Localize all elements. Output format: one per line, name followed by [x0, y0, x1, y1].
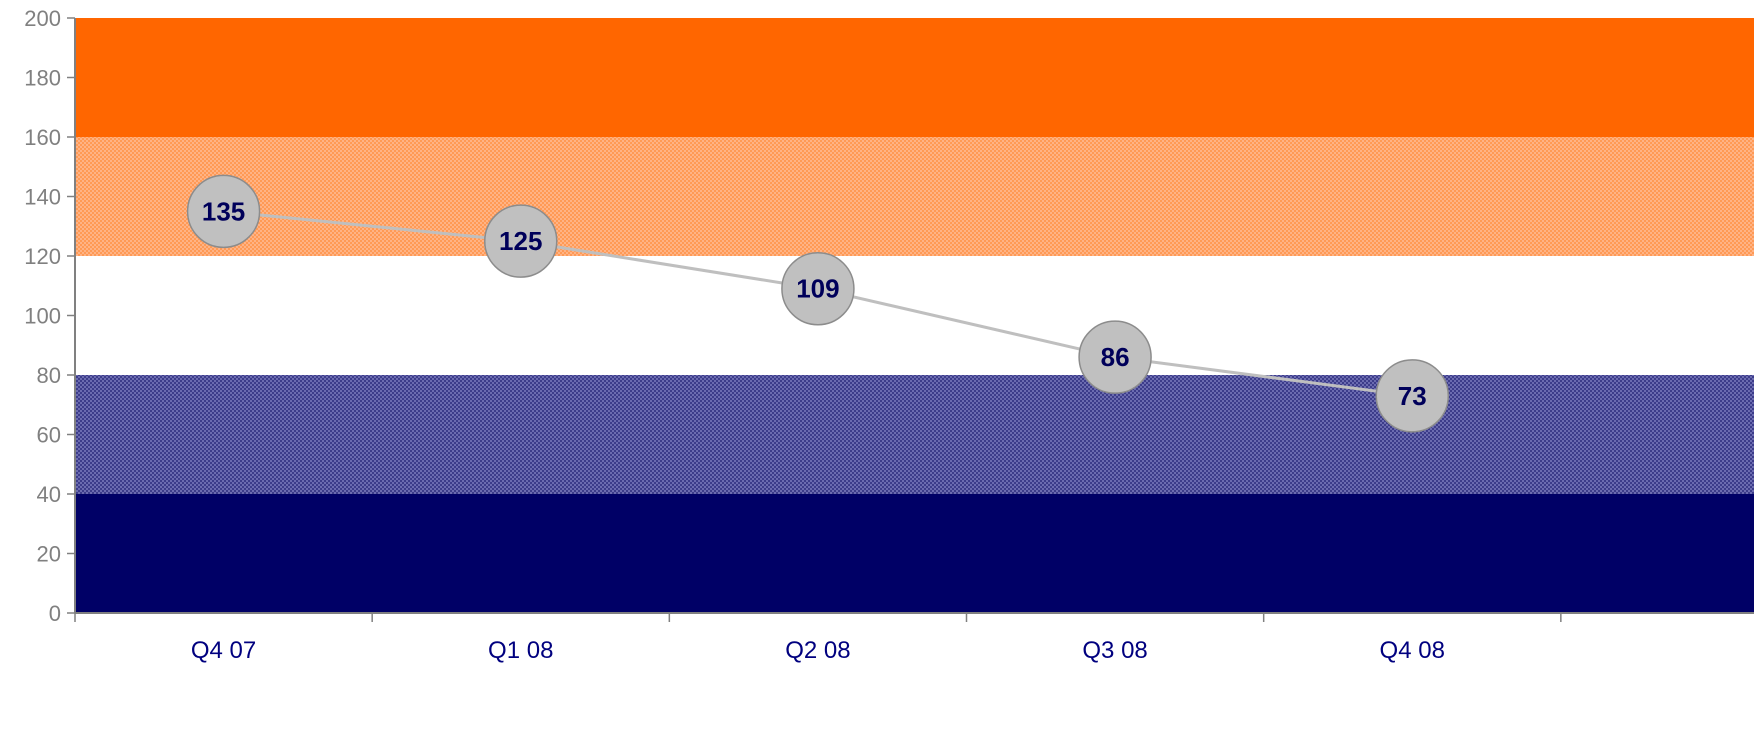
data-point-marker — [484, 204, 558, 278]
x-tick-label: Q1 08 — [488, 637, 553, 664]
data-label: 125 — [499, 226, 542, 256]
data-point-marker — [781, 251, 855, 326]
y-tick-label: 20 — [37, 542, 61, 567]
y-tick-label: 160 — [24, 125, 61, 150]
y-tick-label: 200 — [24, 6, 61, 31]
y-axis-ticks: 0 20 40 60 80 100 120 140 160 180 200 — [24, 6, 75, 626]
data-point-marker — [1375, 359, 1450, 433]
y-tick-label: 60 — [37, 423, 61, 448]
x-axis-ticks: Q4 07 Q1 08 Q2 08 Q3 08 Q4 08 — [74, 613, 1562, 664]
y-tick-label: 180 — [24, 66, 61, 91]
x-tick-label: Q4 07 — [191, 637, 256, 664]
y-tick-label: 40 — [37, 482, 61, 507]
data-point-marker — [186, 174, 261, 249]
x-tick-label: Q3 08 — [1082, 637, 1147, 664]
data-markers: 135 125 109 86 73 — [186, 174, 1450, 433]
y-tick-label: 140 — [24, 185, 61, 210]
band-0-40 — [75, 494, 1754, 613]
y-tick-label: 0 — [49, 601, 61, 626]
x-tick-label: Q2 08 — [785, 637, 850, 664]
y-tick-label: 120 — [24, 244, 61, 269]
data-label: 135 — [202, 196, 245, 226]
band-120-160 — [75, 137, 1754, 256]
band-80-120 — [75, 256, 1754, 375]
data-point-marker — [1078, 320, 1152, 394]
data-label: 86 — [1101, 342, 1130, 372]
data-label: 73 — [1398, 381, 1427, 411]
x-tick-label: Q4 08 — [1380, 637, 1445, 664]
y-tick-label: 100 — [24, 304, 61, 329]
band-160-200 — [75, 18, 1754, 137]
data-label: 109 — [796, 274, 839, 304]
background-bands — [75, 18, 1754, 613]
y-tick-label: 80 — [37, 363, 61, 388]
band-40-80 — [75, 375, 1754, 494]
